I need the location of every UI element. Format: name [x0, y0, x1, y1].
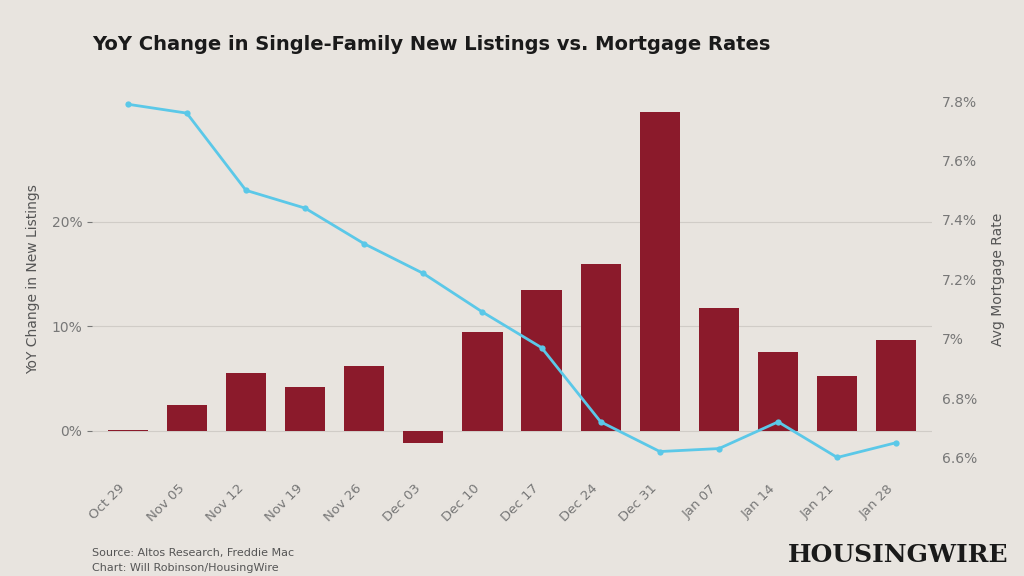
Bar — [758, 353, 798, 431]
Bar — [285, 387, 326, 431]
Bar — [167, 404, 207, 431]
Text: YoY Change in Single-Family New Listings vs. Mortgage Rates: YoY Change in Single-Family New Listings… — [92, 35, 770, 54]
Bar — [226, 373, 266, 431]
Bar — [521, 290, 562, 431]
Text: Source: Altos Research, Freddie Mac
Chart: Will Robinson/HousingWire: Source: Altos Research, Freddie Mac Char… — [92, 548, 294, 573]
Bar — [581, 264, 621, 431]
Bar — [403, 431, 443, 443]
Y-axis label: YoY Change in New Listings: YoY Change in New Listings — [27, 184, 41, 374]
Bar — [640, 112, 680, 431]
Bar — [344, 366, 384, 431]
Bar — [817, 376, 857, 431]
Bar — [877, 340, 916, 431]
Bar — [462, 332, 503, 431]
Bar — [108, 430, 147, 431]
Text: HOUSINGWIRE: HOUSINGWIRE — [788, 543, 1009, 567]
Bar — [698, 308, 739, 431]
Y-axis label: Avg Mortgage Rate: Avg Mortgage Rate — [990, 213, 1005, 346]
